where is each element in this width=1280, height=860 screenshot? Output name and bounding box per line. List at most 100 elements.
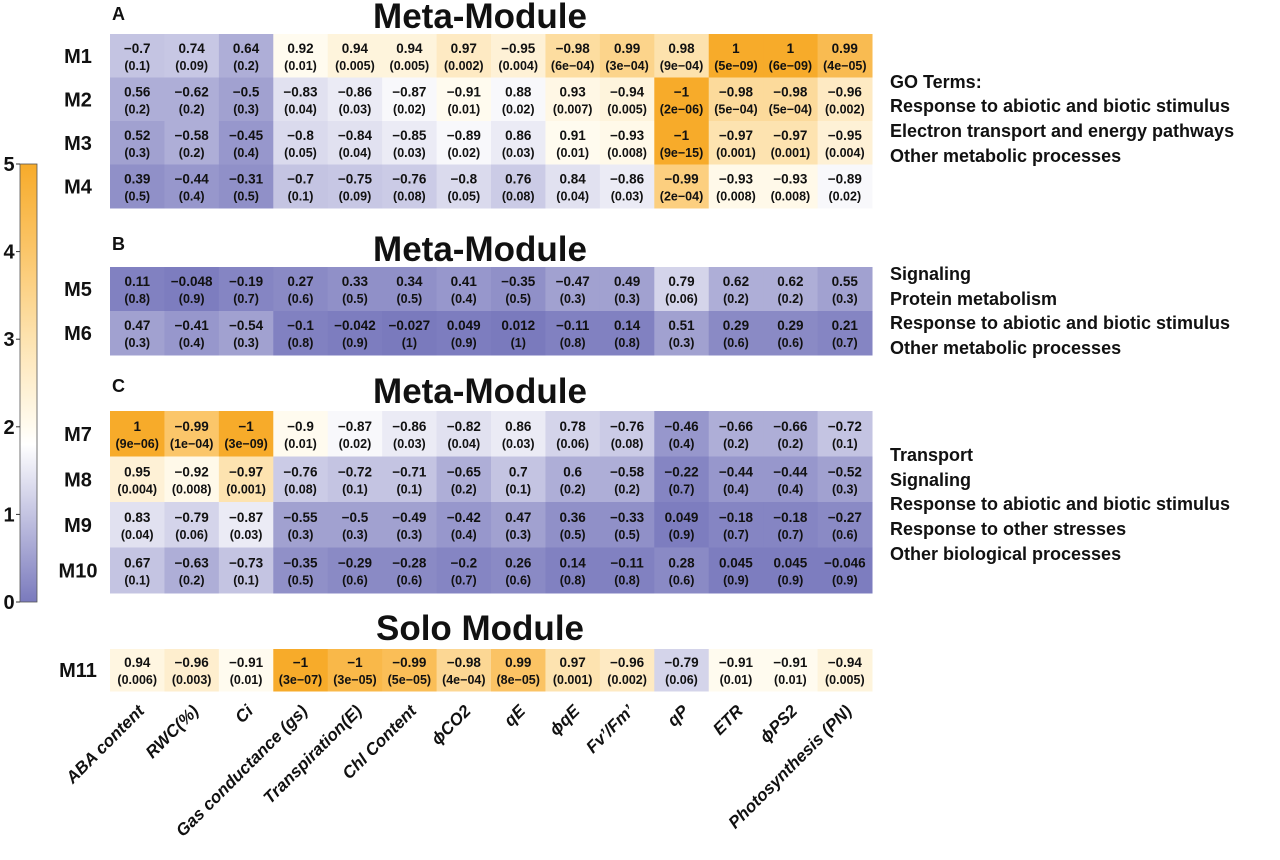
cell-correlation: 0.84	[560, 171, 587, 186]
cell-correlation: 0.14	[560, 555, 587, 570]
pvalue-text: 6e−04	[555, 59, 590, 73]
pvalue-text: 0.6	[836, 528, 853, 542]
pvalue-text: 0.4	[782, 482, 799, 496]
heatmap-cell: 0.76 (0.08)	[491, 164, 546, 209]
cell-pvalue: (0.6)	[723, 336, 749, 350]
pvalue-text: 0.008	[176, 482, 207, 496]
cell-correlation: −0.46	[664, 419, 699, 434]
heatmap-cell: 0.39 (0.5)	[110, 164, 165, 209]
cell-correlation: −0.79	[175, 510, 209, 525]
cell-pvalue: (0.5)	[124, 189, 150, 203]
heatmap-cell: −0.73 (0.1)	[218, 547, 274, 594]
cell-pvalue: (0.1)	[342, 482, 368, 496]
cell-correlation: 0.49	[614, 274, 640, 289]
heatmap-cell: −0.95 (0.004)	[817, 121, 873, 165]
heatmap-cell: −0.29 (0.6)	[327, 547, 383, 594]
cell-fill	[708, 164, 764, 209]
pvalue-text: 0.3	[673, 336, 690, 350]
cell-fill	[382, 34, 438, 78]
heatmap-cell: −0.71 (0.1)	[382, 456, 438, 503]
heatmap-cell: −0.98 (5e−04)	[708, 77, 764, 122]
cell-pvalue: (0.8)	[288, 336, 314, 350]
cell-pvalue: (0.01)	[284, 437, 317, 451]
cell-correlation: 0.92	[287, 41, 313, 56]
heatmap-cell: −0.99 (1e−04)	[164, 411, 220, 457]
pvalue-text: 0.8	[618, 573, 635, 587]
cell-fill	[110, 547, 165, 594]
pvalue-text: 0.5	[237, 189, 254, 203]
cell-correlation: −0.45	[229, 128, 264, 143]
heatmap-cell: −0.58 (0.2)	[164, 121, 220, 165]
heatmap-cell: −0.76 (0.08)	[273, 456, 329, 503]
heatmap-cell: −0.41 (0.4)	[164, 311, 220, 356]
cell-fill	[599, 311, 655, 356]
pvalue-text: 0.3	[237, 102, 254, 116]
cell-pvalue: (0.005)	[335, 59, 375, 73]
go-term: Other metabolic processes	[890, 146, 1121, 166]
heatmap-cell: −0.1 (0.8)	[273, 311, 329, 356]
cell-fill	[708, 649, 764, 692]
heatmap-cell: −0.62 (0.2)	[164, 77, 220, 122]
go-term: Response to abiotic and biotic stimulus	[890, 96, 1230, 116]
cell-fill	[545, 121, 601, 165]
cell-pvalue: (0.3)	[233, 336, 259, 350]
pvalue-text: 0.02	[452, 146, 476, 160]
pvalue-text: 0.3	[129, 336, 146, 350]
row-label: M11	[59, 660, 97, 682]
heatmap-cell: 0.92 (0.01)	[273, 34, 329, 78]
cell-fill	[763, 547, 819, 594]
cell-pvalue: (0.04)	[447, 437, 480, 451]
cell-fill	[164, 164, 220, 209]
pvalue-text: 0.5	[346, 292, 363, 306]
cell-fill	[708, 77, 764, 122]
cell-correlation: −0.84	[338, 128, 373, 143]
cell-fill	[491, 267, 546, 312]
cell-fill	[273, 547, 329, 594]
cell-fill	[436, 77, 492, 122]
cell-fill	[382, 547, 438, 594]
cell-fill	[817, 649, 873, 692]
pvalue-text: 0.05	[452, 189, 476, 203]
cell-correlation: 0.26	[505, 555, 532, 570]
heatmap-cell: 0.74 (0.09)	[164, 34, 220, 78]
row-label: M6	[64, 323, 92, 345]
cell-correlation: −0.82	[447, 419, 481, 434]
go-term: Response to other stresses	[890, 519, 1126, 539]
cell-pvalue: (0.5)	[396, 292, 422, 306]
cell-fill	[599, 34, 655, 78]
cell-pvalue: (0.3)	[669, 336, 695, 350]
cell-correlation: 0.012	[501, 318, 535, 333]
cell-correlation: −0.97	[773, 128, 807, 143]
cell-fill	[164, 34, 220, 78]
cell-pvalue: (0.6)	[778, 336, 804, 350]
cell-pvalue: (0.7)	[451, 573, 477, 587]
cell-pvalue: (0.03)	[339, 102, 372, 116]
heatmap-cell: 0.21 (0.7)	[817, 311, 873, 356]
cell-correlation: −0.89	[828, 171, 862, 186]
cell-pvalue: (0.04)	[556, 189, 589, 203]
pvalue-text: 0.2	[564, 482, 581, 496]
pvalue-text: 0.04	[288, 102, 312, 116]
cell-fill	[273, 267, 329, 312]
cell-fill	[817, 411, 873, 457]
cell-fill	[273, 121, 329, 165]
pvalue-text: 0.001	[230, 482, 261, 496]
cell-fill	[273, 502, 329, 548]
heatmap-cell: −0.58 (0.2)	[599, 456, 655, 503]
heatmap-cell: 0.26 (0.6)	[491, 547, 546, 594]
pvalue-text: 0.04	[560, 189, 584, 203]
pvalue-text: 0.3	[618, 292, 635, 306]
heatmap-cell: −0.97 (0.001)	[218, 456, 274, 503]
heatmap-cell: −0.98 (4e−04)	[436, 649, 492, 692]
cell-fill	[110, 649, 165, 692]
pvalue-text: 0.03	[397, 146, 421, 160]
cell-correlation: −0.87	[338, 419, 372, 434]
cell-correlation: −0.49	[392, 510, 426, 525]
heatmap-cell: 0.67 (0.1)	[110, 547, 165, 594]
pvalue-text: 0.3	[401, 528, 418, 542]
cell-fill	[654, 456, 710, 503]
go-term: Protein metabolism	[890, 289, 1057, 309]
heatmap-cell: −0.97 (0.001)	[708, 121, 764, 165]
cell-fill	[817, 121, 873, 165]
cell-pvalue: (0.4)	[451, 528, 477, 542]
